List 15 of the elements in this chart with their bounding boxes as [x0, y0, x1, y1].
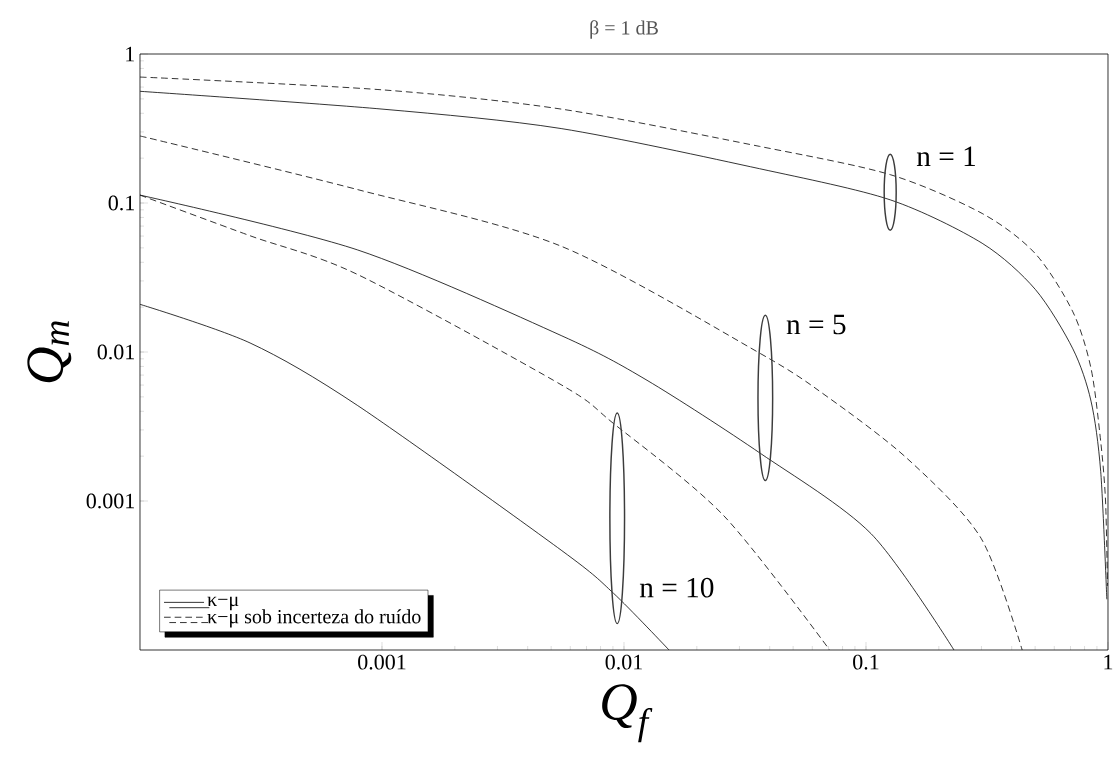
y-tick-label: 0.01 [97, 344, 134, 360]
annotation: n = 1 [916, 146, 976, 166]
legend-label: κ−μ [207, 596, 239, 611]
x-tick-label: 0.001 [358, 654, 406, 670]
chart-title: β = 1 dB [590, 20, 658, 39]
annotation: n = 10 [639, 577, 714, 598]
x-tick-label: 1 [1104, 654, 1113, 670]
y-tick-label: 1 [126, 46, 134, 62]
y-tick-label: 0.1 [108, 195, 134, 211]
annotation: n = 5 [786, 314, 846, 335]
x-tick-label: 0.01 [605, 654, 642, 670]
y-axis-title: Q$_{m}$ [27, 321, 72, 383]
x-tick-label: 0.1 [853, 654, 879, 670]
x-axis-title: Q$_{f}$ [602, 684, 653, 743]
y-tick-label: 0.001 [86, 493, 134, 509]
